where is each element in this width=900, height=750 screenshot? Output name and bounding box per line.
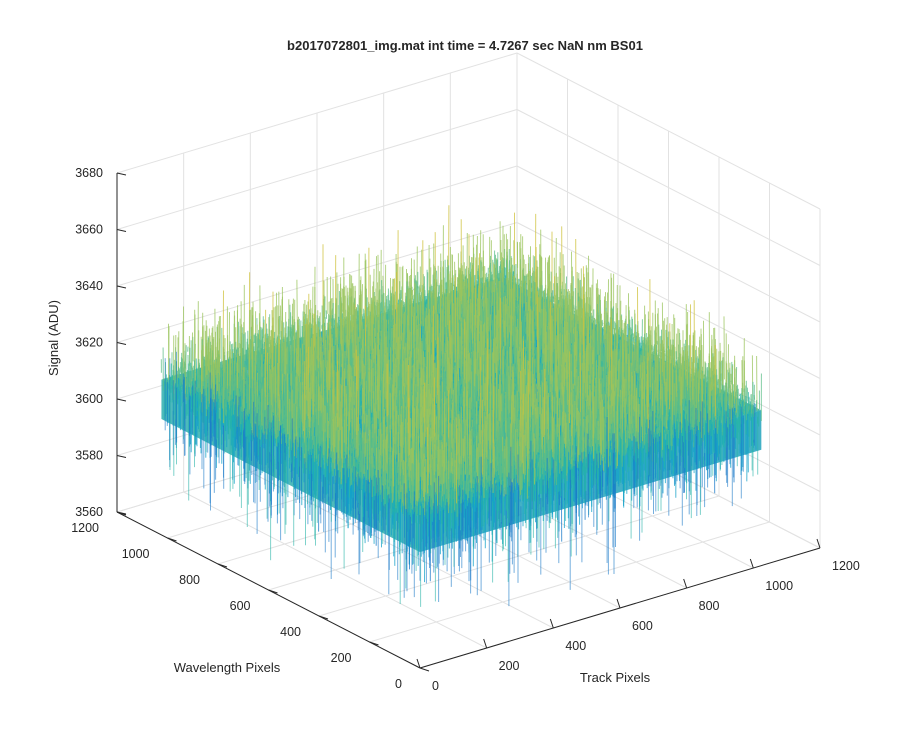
surface-spike — [177, 374, 179, 387]
surface-spike — [254, 335, 256, 344]
grid-line — [516, 52, 821, 210]
noise-surface — [160, 205, 762, 607]
grid-line — [516, 165, 821, 323]
surface-spike — [180, 387, 183, 389]
grid-line — [516, 109, 821, 266]
surface-spike — [206, 400, 208, 402]
surface-spike — [195, 375, 197, 417]
surface-spike — [361, 284, 363, 320]
grid-line — [116, 165, 518, 287]
grid-line — [116, 109, 518, 230]
surface-spike — [479, 230, 482, 288]
grid-line — [116, 52, 518, 174]
surface-spike — [263, 322, 265, 358]
surface-spike — [322, 298, 325, 346]
surface-spike — [195, 358, 198, 379]
surface-spike — [382, 275, 384, 308]
surface-spike — [195, 387, 197, 391]
grid-line — [318, 495, 720, 617]
surface-spike — [190, 396, 192, 445]
surface-spike — [191, 332, 193, 388]
grid-line — [516, 222, 821, 379]
grid-line — [369, 521, 770, 643]
surface-spike — [227, 396, 230, 405]
